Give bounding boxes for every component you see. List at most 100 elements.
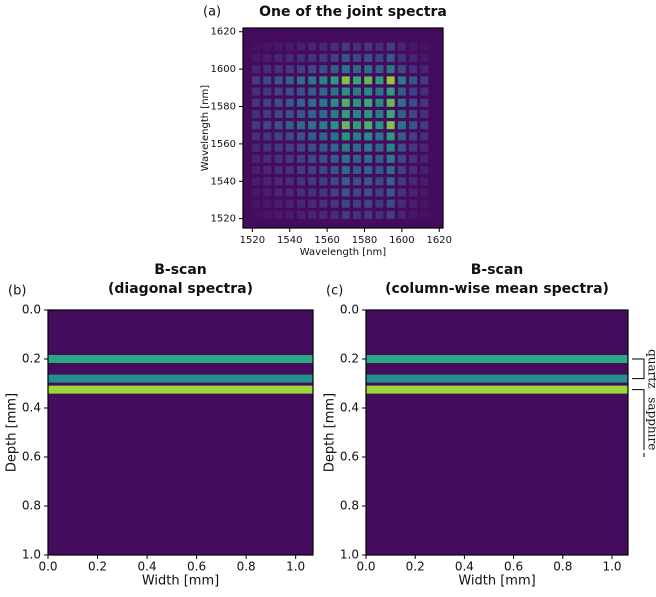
heatmap-cell <box>386 199 395 208</box>
heatmap-cell <box>330 199 339 208</box>
heatmap-cell <box>341 210 350 219</box>
y-tick-label: 0.2 <box>340 352 359 366</box>
heatmap-cell <box>353 154 362 163</box>
y-tick-label: 0.8 <box>340 499 359 513</box>
heatmap-cell <box>274 121 283 130</box>
heatmap-cell <box>409 210 418 219</box>
x-tick-label: 0.0 <box>356 560 375 574</box>
heatmap-cell <box>364 143 373 152</box>
chart-title: One of the joint spectra <box>259 4 447 20</box>
heatmap-cell <box>319 42 328 51</box>
heatmap-cell <box>420 210 429 219</box>
y-tick-label: 0.6 <box>340 450 359 464</box>
heatmap-cell <box>364 53 373 62</box>
heatmap-cell <box>353 76 362 85</box>
x-tick-label: 0.8 <box>553 560 572 574</box>
heatmap-cell <box>263 177 272 186</box>
heatmap-cell <box>330 65 339 74</box>
plot-background <box>366 310 628 555</box>
heatmap-cell <box>274 109 283 118</box>
heatmap-cell <box>420 121 429 130</box>
heatmap-cell <box>375 166 384 175</box>
plot-background <box>48 310 313 555</box>
heatmap-cell <box>397 154 406 163</box>
heatmap-cell <box>397 109 406 118</box>
heatmap-cell <box>252 166 261 175</box>
heatmap-cell <box>341 121 350 130</box>
heatmap-cell <box>375 87 384 96</box>
heatmap-cell <box>353 121 362 130</box>
chart-title: B-scan <box>471 262 524 278</box>
heatmap-cell <box>308 143 317 152</box>
heatmap-cell <box>409 65 418 74</box>
heatmap-cell <box>375 199 384 208</box>
heatmap-cell <box>263 143 272 152</box>
x-tick-label: 1600 <box>389 235 414 246</box>
x-tick-label: 0.2 <box>88 560 107 574</box>
heatmap-cell <box>285 98 294 107</box>
heatmap-cell <box>319 188 328 197</box>
heatmap-cell <box>296 188 305 197</box>
heatmap-cell <box>308 76 317 85</box>
heatmap-cell <box>285 154 294 163</box>
heatmap-cell <box>274 76 283 85</box>
heatmap-cell <box>353 132 362 141</box>
heatmap-cell <box>263 210 272 219</box>
x-tick-label: 1560 <box>314 235 339 246</box>
heatmap-cell <box>386 76 395 85</box>
heatmap-cell <box>330 132 339 141</box>
heatmap-cell <box>353 109 362 118</box>
heatmap-cell <box>319 87 328 96</box>
heatmap-cell <box>319 76 328 85</box>
heatmap-cell <box>285 76 294 85</box>
heatmap-cell <box>285 109 294 118</box>
heatmap-cell <box>341 166 350 175</box>
heatmap-cell <box>252 154 261 163</box>
y-tick-label: 0.8 <box>22 499 41 513</box>
heatmap-cell <box>341 87 350 96</box>
heatmap-cell <box>308 154 317 163</box>
y-axis-label: Wavelength [nm] <box>200 85 211 171</box>
heatmap-cell <box>330 188 339 197</box>
heatmap-cell <box>319 53 328 62</box>
heatmap-cell <box>308 109 317 118</box>
heatmap-cell <box>263 98 272 107</box>
heatmap-cell <box>308 87 317 96</box>
heatmap-cell <box>353 166 362 175</box>
heatmap-cell <box>341 42 350 51</box>
heatmap-cell <box>386 132 395 141</box>
x-tick-label: 0.4 <box>138 560 157 574</box>
heatmap-cell <box>319 132 328 141</box>
heatmap-cell <box>397 53 406 62</box>
heatmap-cell <box>263 76 272 85</box>
plot-frame <box>47 309 314 556</box>
heatmap-cell <box>397 121 406 130</box>
x-tick-label: 0.6 <box>504 560 523 574</box>
heatmap-cell <box>274 65 283 74</box>
heatmap-cell <box>375 132 384 141</box>
heatmap-cell <box>252 76 261 85</box>
y-tick-label: 1560 <box>211 139 236 150</box>
heatmap-cell <box>285 132 294 141</box>
plot-frame <box>242 27 444 229</box>
heatmap-cell <box>319 210 328 219</box>
heatmap-cell <box>330 166 339 175</box>
heatmap-cell <box>397 210 406 219</box>
heatmap-cell <box>353 143 362 152</box>
heatmap-cell <box>274 154 283 163</box>
bracket <box>632 389 645 446</box>
heatmap-cell <box>397 65 406 74</box>
heatmap-cell <box>252 177 261 186</box>
heatmap-cell <box>420 154 429 163</box>
heatmap-cell <box>364 121 373 130</box>
heatmap-cell <box>285 65 294 74</box>
heatmap-cell <box>341 154 350 163</box>
heatmap-cell <box>285 210 294 219</box>
x-tick-label: 1.0 <box>602 560 621 574</box>
heatmap-cell <box>409 76 418 85</box>
chart-title: B-scan <box>154 262 207 278</box>
heatmap-cell <box>420 53 429 62</box>
x-tick-label: 0.6 <box>187 560 206 574</box>
y-axis-label: Depth [mm] <box>5 393 20 472</box>
y-tick-label: 0.4 <box>340 401 359 415</box>
